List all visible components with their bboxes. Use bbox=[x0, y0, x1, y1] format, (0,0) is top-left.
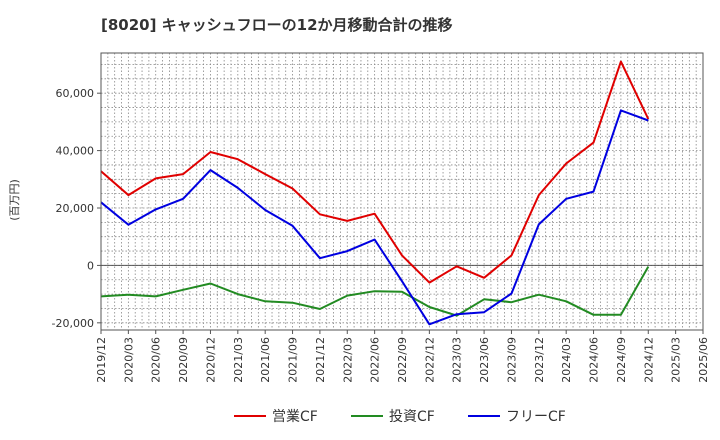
y-tick-label: 40,000 bbox=[56, 145, 95, 158]
x-tick-label: 2023/12 bbox=[533, 337, 546, 383]
x-tick-label: 2020/12 bbox=[204, 337, 217, 383]
chart-title: [8020] キャッシュフローの12か月移動合計の推移 bbox=[101, 16, 453, 34]
x-tick-label: 2020/03 bbox=[122, 337, 135, 383]
x-axis: 2019/12 2020/03 2020/06 2020/09 2020/12 2021/… bbox=[95, 330, 710, 383]
y-axis-label: (百万円) bbox=[8, 179, 21, 221]
x-tick-label: 2021/09 bbox=[287, 337, 300, 383]
legend: 営業CF 投資CF フリーCF bbox=[234, 409, 566, 425]
x-tick-label: 2022/12 bbox=[423, 337, 436, 383]
grid bbox=[101, 53, 703, 330]
legend-label-1: 投資CF bbox=[389, 409, 435, 425]
x-tick-label: 2025/06 bbox=[697, 337, 710, 383]
x-tick-label: 2019/12 bbox=[95, 337, 108, 383]
y-tick-label: 0 bbox=[87, 259, 94, 272]
x-tick-label: 2021/12 bbox=[314, 337, 327, 383]
x-tick-label: 2023/09 bbox=[505, 337, 518, 383]
x-tick-label: 2022/09 bbox=[396, 337, 409, 383]
x-tick-label: 2024/12 bbox=[642, 337, 655, 383]
legend-label-2: フリーCF bbox=[506, 409, 566, 425]
series-line-2 bbox=[100, 109, 649, 326]
x-tick-label: 2024/06 bbox=[588, 337, 601, 383]
x-tick-label: 2020/09 bbox=[177, 337, 190, 383]
x-tick-label: 2023/03 bbox=[451, 337, 464, 383]
x-tick-label: 2020/06 bbox=[150, 337, 163, 383]
x-tick-label: 2025/03 bbox=[670, 337, 683, 383]
x-tick-label: 2024/03 bbox=[560, 337, 573, 383]
x-tick-label: 2023/06 bbox=[478, 337, 491, 383]
legend-label-0: 営業CF bbox=[272, 409, 318, 425]
y-tick-label: 20,000 bbox=[56, 202, 95, 215]
x-tick-label: 2021/06 bbox=[259, 337, 272, 383]
y-axis: -20,000 0 20,000 40,000 60,000 bbox=[52, 87, 101, 330]
y-tick-label: -20,000 bbox=[52, 317, 94, 330]
series-line-0 bbox=[100, 60, 650, 284]
x-tick-label: 2021/03 bbox=[232, 337, 245, 383]
x-tick-label: 2024/09 bbox=[615, 337, 628, 383]
y-tick-label: 60,000 bbox=[56, 87, 95, 100]
x-tick-label: 2022/06 bbox=[369, 337, 382, 383]
series-line-1 bbox=[100, 266, 650, 317]
x-tick-label: 2022/03 bbox=[341, 337, 354, 383]
series-lines bbox=[100, 60, 650, 326]
